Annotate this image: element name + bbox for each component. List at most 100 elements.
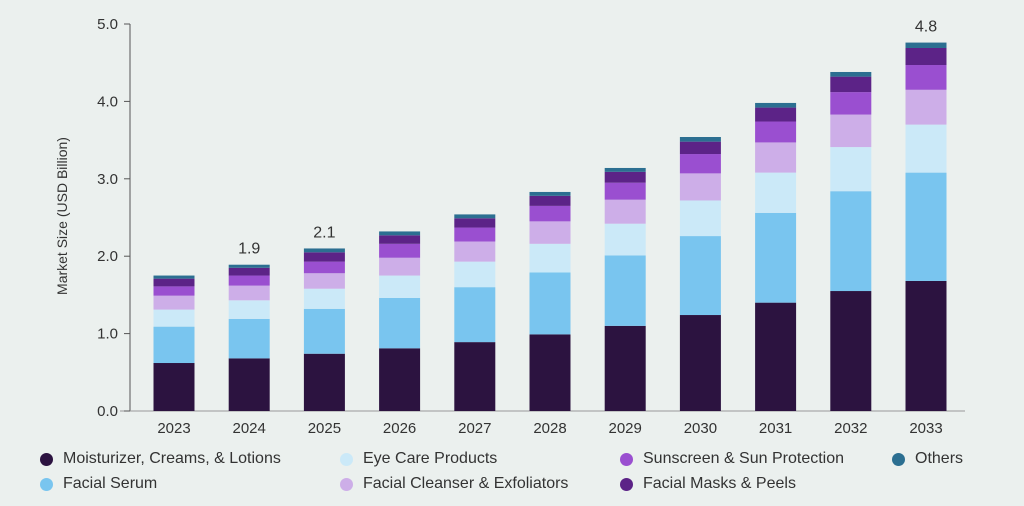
bar-segment xyxy=(604,171,646,183)
total-annotations: 1.9 2.1 4.8 xyxy=(238,19,937,258)
bar-segment xyxy=(454,241,496,262)
x-tick-label: 2029 xyxy=(609,420,642,437)
bar-segment xyxy=(604,255,646,326)
bar-segment xyxy=(905,42,947,48)
bar-segment xyxy=(679,200,721,237)
total-label: 1.9 xyxy=(238,241,260,258)
bar-segment xyxy=(303,273,345,289)
legend-label: Facial Masks & Peels xyxy=(643,475,796,492)
bar-segment xyxy=(755,102,797,108)
bar-segment xyxy=(153,326,195,364)
bar-segment xyxy=(379,275,421,298)
x-tick-label: 2024 xyxy=(233,420,266,437)
legend-item: Facial Masks & Peels xyxy=(620,475,892,493)
legend-item: Moisturizer, Creams, & Lotions xyxy=(40,450,340,468)
y-tick-label: 4.0 xyxy=(97,93,118,110)
x-tick-label: 2025 xyxy=(308,420,341,437)
y-tick-label: 2.0 xyxy=(97,248,118,265)
legend-item: Others xyxy=(892,450,1002,468)
bar-segment xyxy=(153,363,195,411)
legend: Moisturizer, Creams, & Lotions Eye Care P… xyxy=(40,450,1000,493)
legend-item: Facial Serum xyxy=(40,475,340,493)
bar-segment xyxy=(379,243,421,258)
bar-segment xyxy=(303,353,345,411)
legend-label: Sunscreen & Sun Protection xyxy=(643,450,845,467)
bar-segment xyxy=(153,278,195,287)
bar-segment xyxy=(303,252,345,262)
legend-item: Eye Care Products xyxy=(340,450,620,468)
bar-segment xyxy=(153,295,195,310)
bar-segment xyxy=(303,308,345,354)
legend-label: Eye Care Products xyxy=(363,450,498,467)
x-tick-label: 2028 xyxy=(533,420,566,437)
legend-swatch xyxy=(340,477,353,491)
legend-swatch xyxy=(892,452,905,466)
total-label: 2.1 xyxy=(313,224,335,241)
bar-segment xyxy=(228,285,270,301)
bar-segment xyxy=(604,223,646,256)
total-label: 4.8 xyxy=(915,19,937,36)
bar-segment xyxy=(604,325,646,411)
bar-segment xyxy=(830,114,872,148)
bar-segment xyxy=(529,191,571,196)
legend-label: Facial Serum xyxy=(63,475,158,492)
bar-segment xyxy=(604,182,646,200)
legend-swatch xyxy=(340,452,353,466)
bar-segment xyxy=(303,261,345,274)
bar-segment xyxy=(379,257,421,276)
bar-stacks xyxy=(153,42,947,411)
bar-segment xyxy=(905,124,947,173)
bar-segment xyxy=(454,214,496,219)
legend-item: Facial Cleanser & Exfoliators xyxy=(340,475,620,493)
bar-segment xyxy=(529,243,571,273)
x-tick-labels: 2023 2024 2025 2026 2027 2028 2029 2030 2031 2032… xyxy=(157,420,942,437)
bar-segment xyxy=(303,288,345,309)
y-tick-label: 1.0 xyxy=(97,326,118,343)
y-axis-title: Market Size (USD Billion) xyxy=(54,137,70,295)
bar-segment xyxy=(905,47,947,66)
bar-segment xyxy=(379,235,421,244)
bar-segment xyxy=(905,65,947,90)
x-tick-label: 2030 xyxy=(684,420,717,437)
bar-segment xyxy=(679,141,721,155)
bar-segment xyxy=(755,142,797,173)
bar-segment xyxy=(755,107,797,122)
bar-segment xyxy=(529,334,571,411)
bar-segment xyxy=(679,137,721,142)
bar-segment xyxy=(228,318,270,359)
bar-segment xyxy=(153,275,195,279)
bar-segment xyxy=(679,236,721,316)
bar-segment xyxy=(830,76,872,93)
bar-segment xyxy=(905,280,947,411)
bar-segment xyxy=(228,358,270,411)
x-tick-label: 2032 xyxy=(834,420,867,437)
bar-segment xyxy=(679,173,721,201)
bar-segment xyxy=(379,348,421,411)
legend-item: Sunscreen & Sun Protection xyxy=(620,450,892,468)
bar-segment xyxy=(379,231,421,236)
legend-swatch xyxy=(40,452,53,466)
bar-segment xyxy=(905,89,947,125)
bar-segment xyxy=(529,195,571,206)
x-tick-label: 2027 xyxy=(458,420,491,437)
bar-segment xyxy=(755,302,797,411)
bar-segment xyxy=(454,287,496,343)
bar-segment xyxy=(228,267,270,276)
bar-segment xyxy=(454,342,496,411)
bar-segment xyxy=(679,154,721,174)
bar-segment xyxy=(379,297,421,349)
bar-segment xyxy=(529,221,571,244)
legend-swatch xyxy=(620,477,633,491)
bar-segment xyxy=(153,309,195,327)
bar-segment xyxy=(153,286,195,296)
bar-segment xyxy=(604,167,646,172)
x-tick-label: 2033 xyxy=(909,420,942,437)
y-tick-label: 0.0 xyxy=(97,403,118,420)
bar-segment xyxy=(905,172,947,281)
bar-segment xyxy=(303,248,345,253)
x-tick-label: 2023 xyxy=(157,420,190,437)
bar-segment xyxy=(454,261,496,288)
bar-segment xyxy=(454,218,496,228)
bar-segment xyxy=(679,315,721,411)
bar-segment xyxy=(755,212,797,303)
